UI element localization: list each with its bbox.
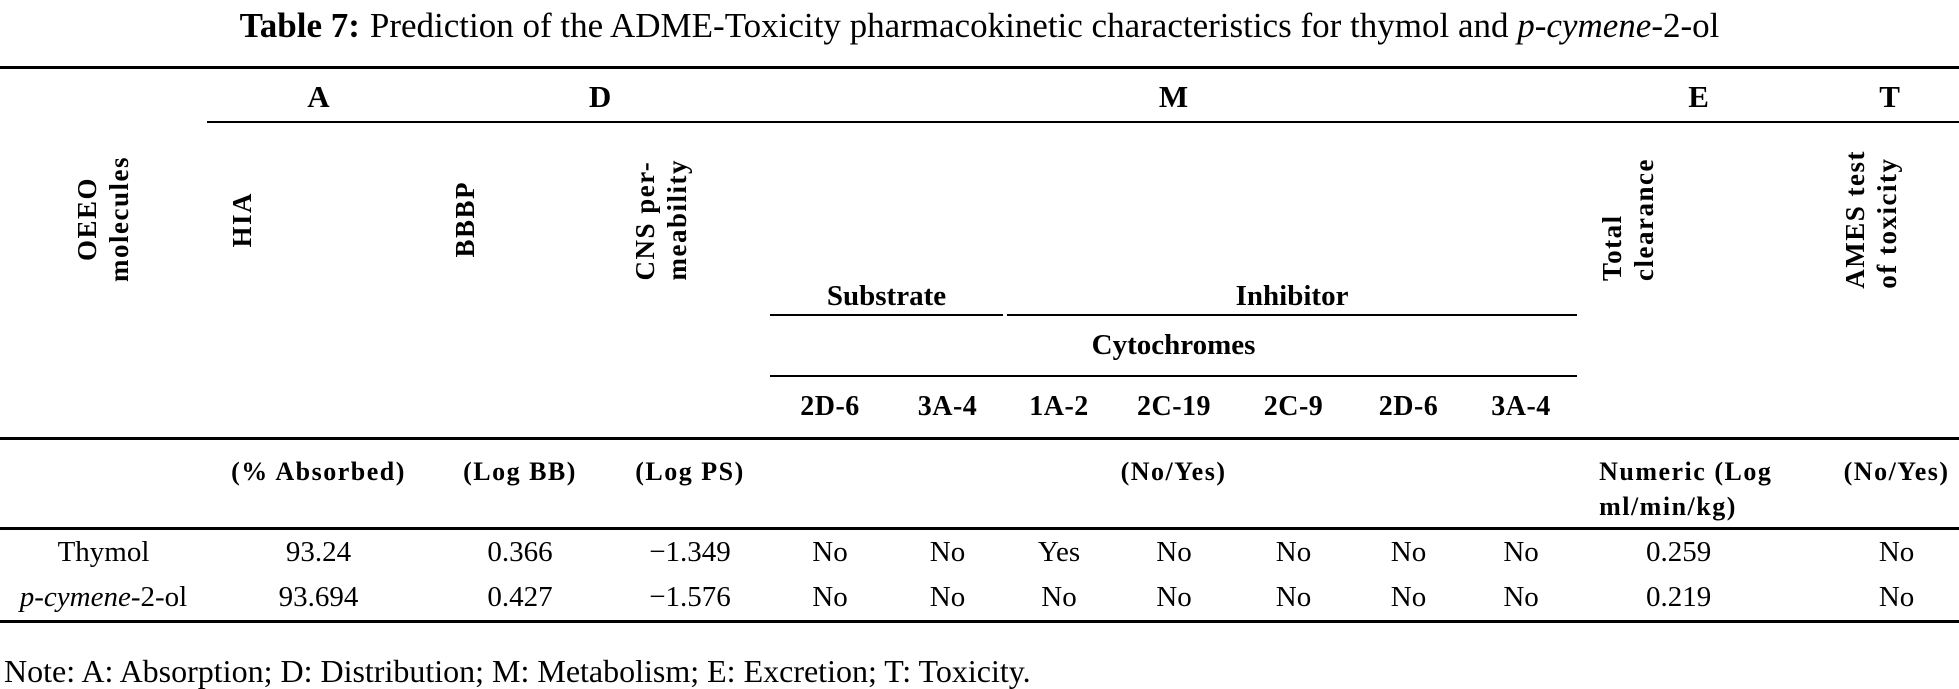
corner-cell [0,66,207,122]
table-title-text: Prediction of the ADME-Toxicity pharmaco… [369,6,1518,45]
group-letter-row: A D M E T [0,66,1959,123]
cell-inhibitor-3a4: No [1465,575,1578,623]
cytochromes-row: Cytochromes [0,316,1959,377]
col-header-bbbp: BBBP [430,122,610,439]
units-row: (% Absorbed) (Log BB) (Log PS) (No/Yes) … [0,437,1959,530]
col-header-ames-test: AMES test of toxicity [1820,122,1959,439]
cell-ames: No [1820,575,1959,623]
bbbp-label: BBBP [450,181,480,258]
unit-hia: (% Absorbed) [207,437,430,530]
cell-cns: −1.349 [649,536,731,568]
rotated-header-row: OEEO molecules HIA BBBP CNS per- meabili… [0,122,1959,289]
cell-molecule: p-cymene-2-ol [0,575,207,623]
table-row-p-cymene-2-ol: p-cymene-2-ol 93.694 0.427 −1.576 No No … [0,575,1959,623]
table-number-label: Table 7: [239,6,360,45]
col-header-cns-permeability: CNS per- meability [610,122,770,439]
table-row-thymol: Thymol 93.24 0.366 −1.349 No No Yes No N… [0,529,1959,576]
group-header-absorption: A [207,66,430,123]
hia-label: HIA [227,191,257,248]
cell-inhibitor-2d6: No [1390,536,1427,568]
adme-toxicity-table: A D M E T OEEO molecules HIA BBBP CNS pe… [0,66,1959,623]
cyto-code-inhibitor-2c19: 2C-19 [1136,391,1212,422]
unit-clearance: Numeric (Log ml/min/kg) [1577,437,1821,530]
unit-molecules [0,437,207,530]
col-header-hia: HIA [207,122,430,439]
metabolism-spacer [770,122,1577,278]
col-header-molecules: OEEO molecules [0,122,207,439]
group-header-distribution: D [430,66,771,123]
group-header-metabolism: M [770,66,1578,123]
unit-bbbp: (Log BB) [430,437,610,530]
cell-substrate-3a4: No [929,536,966,568]
cell-inhibitor-2c19: No [1113,575,1236,623]
cell-substrate-2d6: No [812,536,848,568]
substrate-inhibitor-row: Substrate Inhibitor [0,278,1959,316]
table-note: Note: A: Absorption; D: Distribution; M:… [4,653,1031,689]
cyto-code-substrate-3a4: 3A-4 [917,391,978,422]
cell-clearance: 0.219 [1577,575,1821,623]
cell-inhibitor-2d6: No [1352,575,1466,623]
unit-cns: (Log PS) [610,437,771,530]
cyto-code-substrate-2d6: 2D-6 [800,391,860,422]
cell-bbbp: 0.366 [487,536,553,568]
table-title-italic: p-cymene [1517,6,1652,45]
subheader-inhibitor: Inhibitor [1005,278,1578,316]
molecules-label: OEEO molecules [71,156,134,282]
molecule-name: Thymol [57,536,150,568]
cell-inhibitor-2c9: No [1235,575,1353,623]
cell-bbbp: 0.427 [430,575,610,623]
cyto-code-inhibitor-2c9: 2C-9 [1263,391,1324,422]
cell-cns: −1.576 [610,575,771,623]
cyto-code-inhibitor-1a2: 1A-2 [1029,391,1089,422]
group-header-toxicity: T [1820,66,1959,123]
subheader-cytochromes: Cytochromes [770,316,1578,377]
table-title: Table 7: Prediction of the ADME-Toxicity … [0,0,1959,66]
cell-molecule: Thymol [0,529,207,576]
cyto-code-inhibitor-2d6: 2D-6 [1378,391,1439,422]
group-header-excretion: E [1577,66,1821,123]
cell-hia: 93.694 [207,575,430,623]
molecule-name-italic: p-cymene [19,581,131,613]
cell-ames: No [1878,536,1915,568]
inhibitor-label: Inhibitor [1007,278,1578,316]
cytochrome-codes-row: 2D-6 3A-4 1A-2 2C-19 2C-9 2D-6 3A-4 [0,376,1959,439]
unit-ames: (No/Yes) [1820,437,1959,530]
cyto-code-inhibitor-3a4: 3A-4 [1491,391,1551,422]
cell-substrate-3a4: No [890,575,1006,623]
subheader-substrate: Substrate [770,278,1005,316]
cell-inhibitor-1a2: Yes [1037,536,1081,568]
cell-clearance: 0.259 [1645,536,1712,568]
cns-permeability-label: CNS per- meability [630,158,692,281]
ames-test-label: AMES test of toxicity [1840,150,1902,289]
substrate-label: Substrate [770,278,1004,316]
molecule-name-suffix: -2-ol [130,581,188,613]
unit-metabolism: (No/Yes) [770,437,1578,530]
total-clearance-label: Total clearance [1597,158,1659,281]
table-title-suffix: -2-ol [1651,6,1720,45]
cell-inhibitor-1a2: No [1005,575,1114,623]
col-header-total-clearance: Total clearance [1577,122,1820,439]
cell-inhibitor-2c9: No [1275,536,1312,568]
cell-substrate-2d6: No [770,575,891,623]
cell-inhibitor-3a4: No [1503,536,1539,568]
cell-hia: 93.24 [285,536,352,568]
cell-inhibitor-2c19: No [1156,536,1192,568]
